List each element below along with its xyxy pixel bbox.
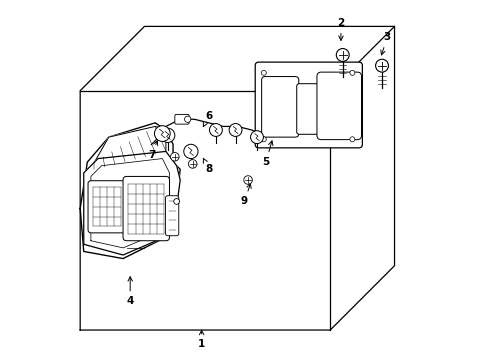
Circle shape — [261, 137, 266, 142]
FancyBboxPatch shape — [296, 84, 319, 134]
FancyBboxPatch shape — [88, 181, 125, 233]
Text: 3: 3 — [380, 32, 390, 55]
FancyBboxPatch shape — [165, 196, 179, 236]
Circle shape — [209, 123, 222, 136]
Circle shape — [349, 70, 354, 75]
Circle shape — [173, 199, 179, 204]
FancyBboxPatch shape — [175, 114, 189, 124]
Polygon shape — [94, 126, 165, 169]
Circle shape — [229, 123, 242, 136]
Circle shape — [154, 126, 170, 141]
Polygon shape — [83, 152, 180, 255]
Text: 7: 7 — [148, 141, 158, 160]
Circle shape — [184, 116, 190, 122]
Text: 9: 9 — [241, 184, 251, 206]
Text: 6: 6 — [203, 111, 212, 127]
Circle shape — [183, 144, 198, 158]
Circle shape — [170, 153, 179, 161]
Text: 5: 5 — [262, 141, 272, 167]
Circle shape — [244, 176, 252, 184]
FancyBboxPatch shape — [123, 176, 169, 241]
Text: 1: 1 — [198, 330, 205, 349]
Circle shape — [261, 70, 266, 75]
Circle shape — [160, 128, 175, 143]
Circle shape — [188, 159, 197, 168]
Text: 8: 8 — [203, 158, 212, 174]
Text: 4: 4 — [126, 277, 134, 306]
Circle shape — [375, 59, 387, 72]
FancyBboxPatch shape — [255, 62, 362, 148]
FancyBboxPatch shape — [316, 72, 361, 140]
Circle shape — [336, 49, 348, 62]
Circle shape — [250, 131, 263, 144]
Text: 2: 2 — [337, 18, 344, 40]
FancyBboxPatch shape — [261, 77, 298, 137]
Circle shape — [349, 137, 354, 142]
